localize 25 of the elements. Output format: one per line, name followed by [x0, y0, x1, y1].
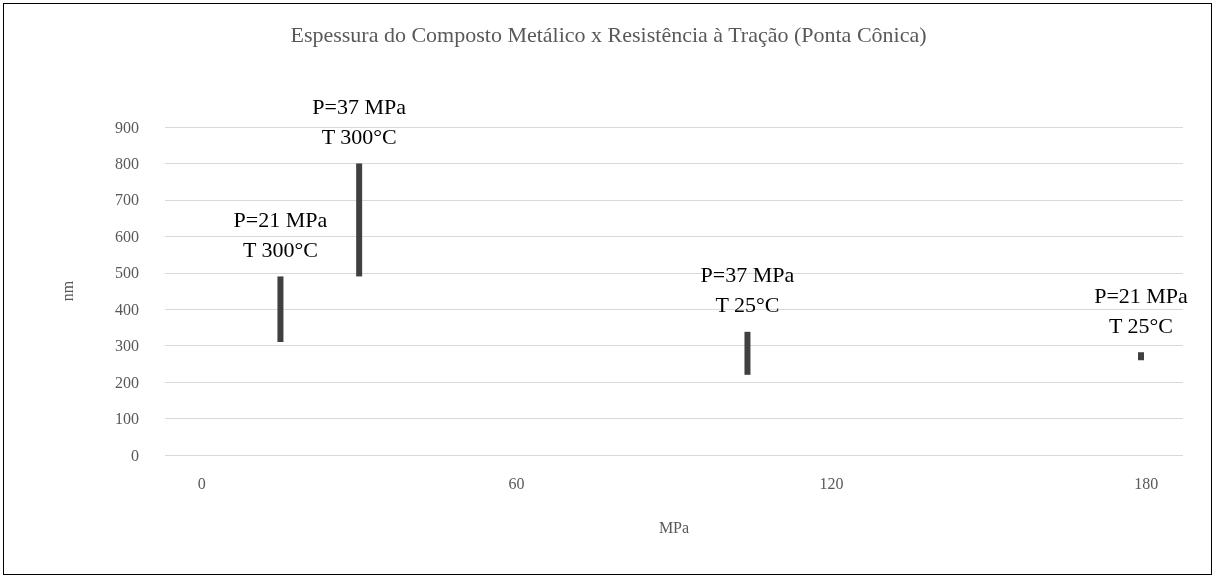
- annotation: P=21 MPa T 25°C: [1094, 282, 1189, 338]
- y-tick-label: 700: [115, 191, 139, 209]
- y-tick-label: 400: [115, 300, 139, 318]
- y-tick-label: 900: [115, 118, 139, 136]
- y-axis-title: nm: [58, 280, 76, 302]
- annotation: P=37 MPa T 25°C: [700, 262, 795, 318]
- bar: [356, 163, 363, 277]
- y-tick-label: 800: [115, 154, 139, 172]
- bar: [1138, 352, 1145, 361]
- x-tick-label: 180: [1134, 474, 1159, 492]
- y-tick-label: 100: [115, 410, 139, 428]
- y-tick-label: 500: [115, 264, 139, 282]
- chart-title: Espessura do Composto Metálico x Resistência à Tração (Ponta Cônica): [290, 21, 927, 47]
- annotation: P=21 MPa T 300°C: [233, 206, 328, 262]
- x-axis-title: MPa: [658, 518, 690, 536]
- x-tick-label: 120: [819, 474, 844, 492]
- y-tick-label: 200: [115, 373, 139, 391]
- y-tick-label: 600: [115, 227, 139, 245]
- x-tick-label: 60: [508, 474, 525, 492]
- bar: [744, 331, 751, 375]
- y-tick-label: 300: [115, 337, 139, 355]
- annotation: P=37 MPa T 300°C: [312, 93, 407, 149]
- bar: [277, 276, 284, 343]
- x-tick-label: 0: [197, 474, 206, 492]
- y-tick-label: 0: [131, 446, 139, 464]
